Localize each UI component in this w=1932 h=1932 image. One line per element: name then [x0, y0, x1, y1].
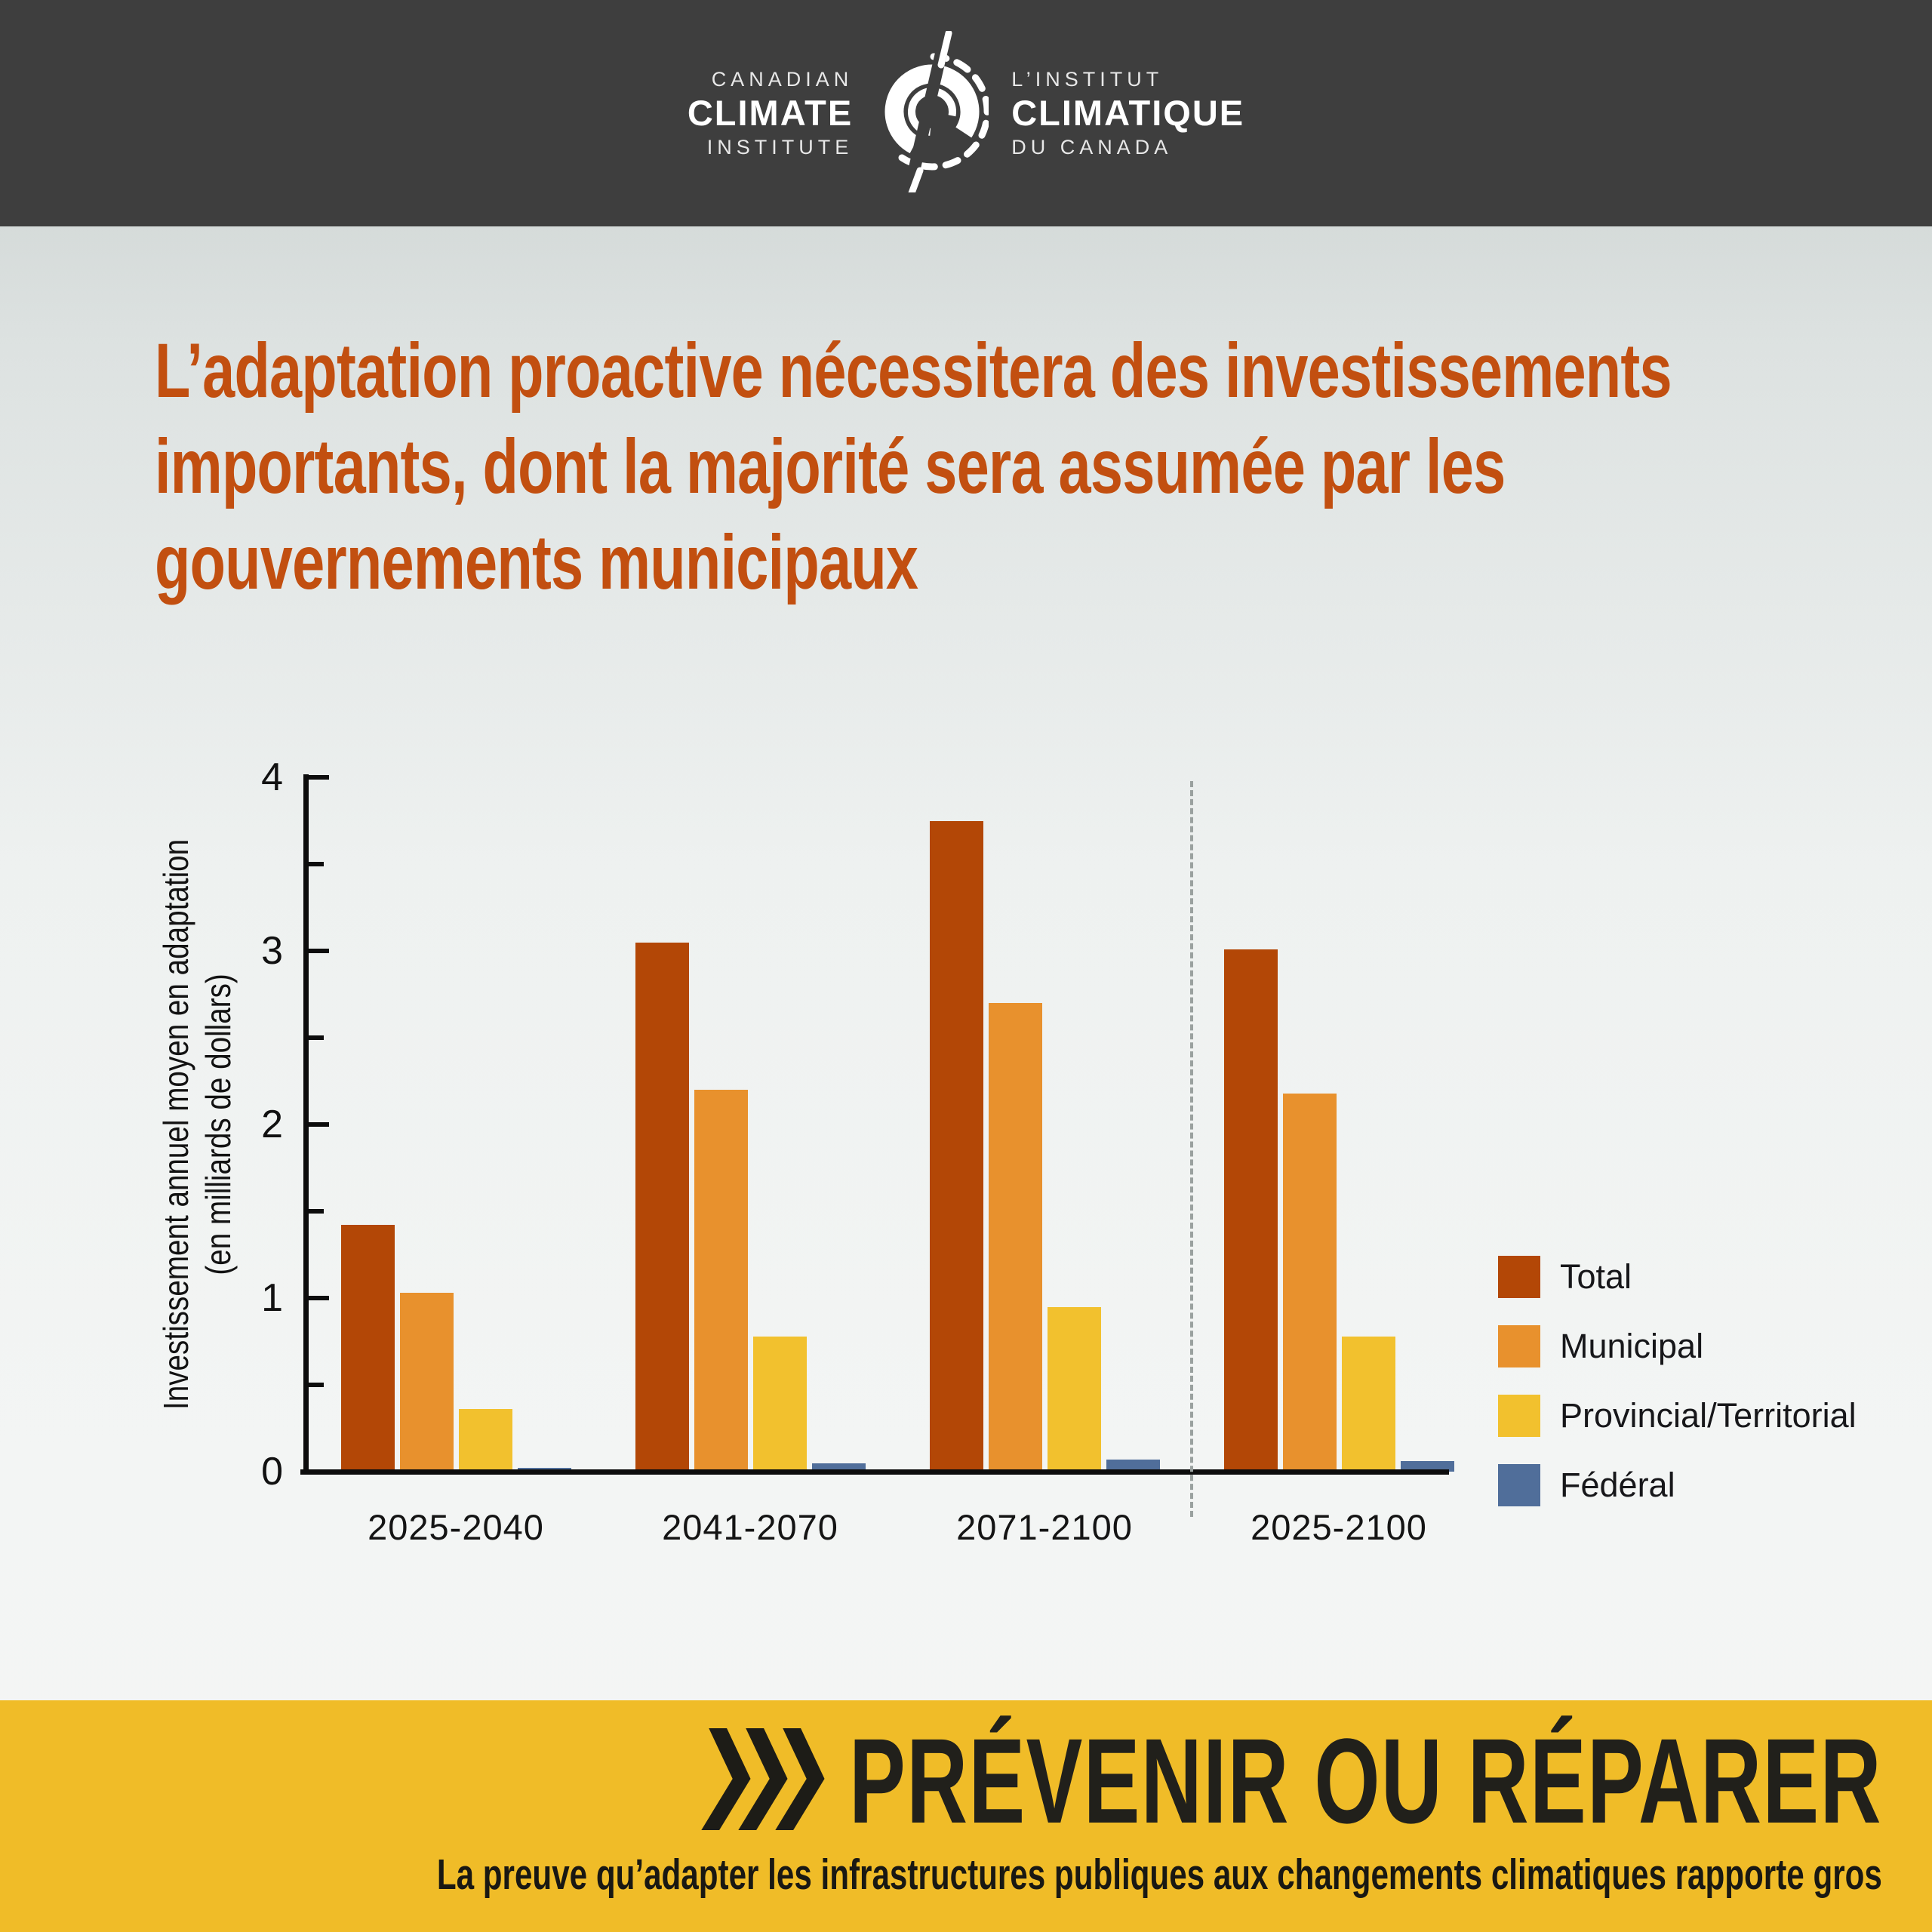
bar-total-2025-2040	[340, 1225, 395, 1472]
report-title: PRÉVENIR OU RÉPARER	[849, 1713, 1882, 1848]
y-tick-label-4: 4	[261, 755, 283, 799]
headline-line-1: L’adaptation proactive nécessitera des i…	[155, 328, 1672, 414]
bar-total-2025-2100	[1223, 949, 1278, 1472]
y-tick-minor-0.5	[309, 1383, 324, 1387]
legend-item-provincial-territorial: Provincial/Territorial	[1498, 1395, 1857, 1437]
y-tick-minor-3.5	[309, 862, 324, 866]
legend-label: Provincial/Territorial	[1560, 1396, 1857, 1435]
y-tick-major-2	[309, 1122, 329, 1127]
legend-swatch-icon	[1498, 1395, 1540, 1437]
logo-line-du-canada: DU CANADA	[1011, 136, 1173, 158]
legend-label: Fédéral	[1560, 1466, 1675, 1504]
bar-municipal-2025-2040	[399, 1293, 454, 1472]
page-title: L’adaptation proactive nécessitera des i…	[155, 323, 1932, 611]
bar-provincial-territorial-2025-2040	[458, 1409, 512, 1472]
bar-provincial-territorial-2071-2100	[1047, 1306, 1101, 1472]
x-category-label-2025-2100: 2025-2100	[1251, 1507, 1427, 1547]
legend-swatch-icon	[1498, 1256, 1540, 1298]
y-tick-major-3	[309, 949, 329, 953]
y-axis-title: Investissement annuel moyen en adaptatio…	[155, 709, 253, 1540]
y-tick-minor-1.5	[309, 1209, 324, 1214]
climate-institute-mark-icon	[875, 25, 991, 205]
headline-line-3: gouvernements municipaux	[155, 519, 918, 605]
bar-total-2041-2070	[635, 942, 689, 1472]
footer-band: PRÉVENIR OU RÉPARER La preuve qu’adapter…	[0, 1700, 1932, 1932]
bar-provincial-territorial-2041-2070	[752, 1336, 807, 1472]
bar-f-d-ral-2071-2100	[1106, 1459, 1160, 1472]
x-axis-line	[300, 1469, 1449, 1475]
y-axis-title-line2: (en milliards de dollars)	[198, 974, 238, 1275]
bar-f-d-ral-2025-2040	[517, 1468, 571, 1472]
headline-line-2: importants, dont la majorité sera assumé…	[155, 423, 1506, 509]
bar-municipal-2025-2100	[1282, 1093, 1337, 1472]
legend-swatch-icon	[1498, 1325, 1540, 1367]
y-tick-label-3: 3	[261, 929, 283, 973]
period-divider-dashed-line	[1190, 781, 1193, 1517]
y-tick-minor-2.5	[309, 1035, 324, 1040]
logo-line-institute: INSTITUTE	[706, 136, 854, 158]
y-axis-line	[303, 774, 309, 1475]
bar-municipal-2041-2070	[694, 1090, 748, 1472]
bar-f-d-ral-2025-2100	[1400, 1461, 1454, 1472]
bar-total-2071-2100	[929, 820, 983, 1472]
legend-label: Total	[1560, 1257, 1632, 1296]
y-tick-major-0	[309, 1469, 329, 1474]
y-tick-label-2: 2	[261, 1103, 283, 1146]
logo-line-climatique: CLIMATIQUE	[1011, 93, 1245, 133]
x-category-label-2071-2100: 2071-2100	[956, 1507, 1133, 1547]
bar-f-d-ral-2041-2070	[811, 1463, 866, 1472]
y-tick-major-1	[309, 1296, 329, 1300]
legend-item-f-d-ral: Fédéral	[1498, 1464, 1675, 1506]
y-axis-title-line1: Investissement annuel moyen en adaptatio…	[156, 838, 195, 1411]
logo-line-climate: CLIMATE	[687, 93, 854, 133]
legend-item-municipal: Municipal	[1498, 1325, 1703, 1367]
header-band: CANADIAN CLIMATE INSTITUTE L’INSTITUT CL…	[0, 0, 1932, 226]
logo-text-french: L’INSTITUT CLIMATIQUE DU CANADA	[1011, 66, 1244, 161]
report-subtitle: La preuve qu’adapter les infrastructures…	[436, 1850, 1882, 1899]
institute-logo: CANADIAN CLIMATE INSTITUTE L’INSTITUT CL…	[688, 25, 1244, 205]
bar-provincial-territorial-2025-2100	[1341, 1336, 1395, 1472]
legend-item-total: Total	[1498, 1256, 1632, 1298]
logo-line-canadian: CANADIAN	[711, 68, 854, 91]
y-tick-major-4	[309, 775, 329, 780]
logo-text-english: CANADIAN CLIMATE INSTITUTE	[688, 66, 853, 161]
triple-chevron-right-icon	[699, 1728, 831, 1834]
legend-swatch-icon	[1498, 1464, 1540, 1506]
y-tick-label-0: 0	[261, 1450, 283, 1494]
y-tick-label-1: 1	[261, 1276, 283, 1320]
x-category-label-2041-2070: 2041-2070	[662, 1507, 838, 1547]
logo-line-linstitut: L’INSTITUT	[1011, 68, 1164, 91]
legend-label: Municipal	[1560, 1327, 1704, 1365]
footer-title-row: PRÉVENIR OU RÉPARER	[515, 1717, 1882, 1845]
x-category-label-2025-2040: 2025-2040	[368, 1507, 544, 1547]
bar-municipal-2071-2100	[988, 1003, 1042, 1472]
footer-content: PRÉVENIR OU RÉPARER La preuve qu’adapter…	[0, 1717, 1882, 1900]
